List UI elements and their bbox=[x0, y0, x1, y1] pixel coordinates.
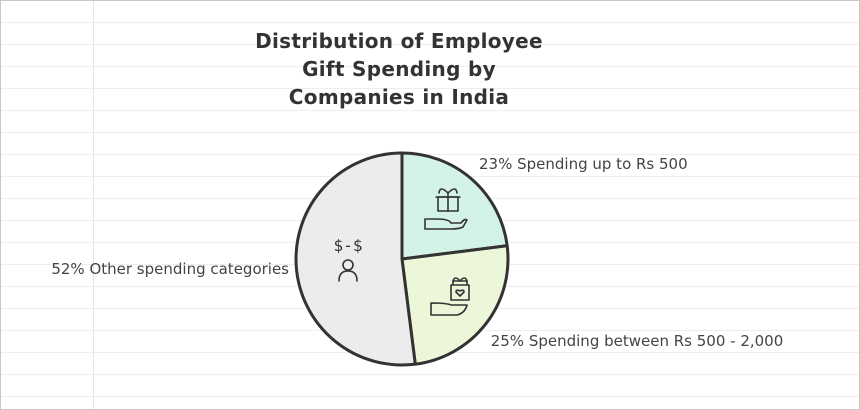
category-label: Spending between Rs 500 - 2,000 bbox=[528, 332, 784, 350]
value-label: 25% bbox=[490, 332, 525, 350]
gift-heart-icon bbox=[430, 277, 470, 316]
slice-label: 23% Spending up to Rs 500 bbox=[479, 154, 688, 174]
value-label: 23% bbox=[479, 155, 513, 173]
value-label: 52% bbox=[51, 260, 85, 278]
margin-line bbox=[93, 1, 94, 409]
svg-text:$-$: $-$ bbox=[334, 236, 363, 255]
pie-slice bbox=[400, 151, 509, 261]
gift-hand-icon bbox=[424, 188, 468, 230]
pie-slice bbox=[294, 151, 417, 367]
icons: $-$ bbox=[334, 188, 470, 316]
slice-label: 52% Other spending categories bbox=[51, 259, 289, 279]
chart-title: Distribution of Employee Gift Spending b… bbox=[255, 29, 543, 109]
slice-label: 25% Spending between Rs 500 - 2,000 bbox=[487, 331, 787, 351]
category-label: Other spending categories bbox=[89, 260, 289, 278]
money-person-icon: $-$ bbox=[334, 236, 363, 282]
category-label: Spending up to Rs 500 bbox=[517, 155, 688, 173]
